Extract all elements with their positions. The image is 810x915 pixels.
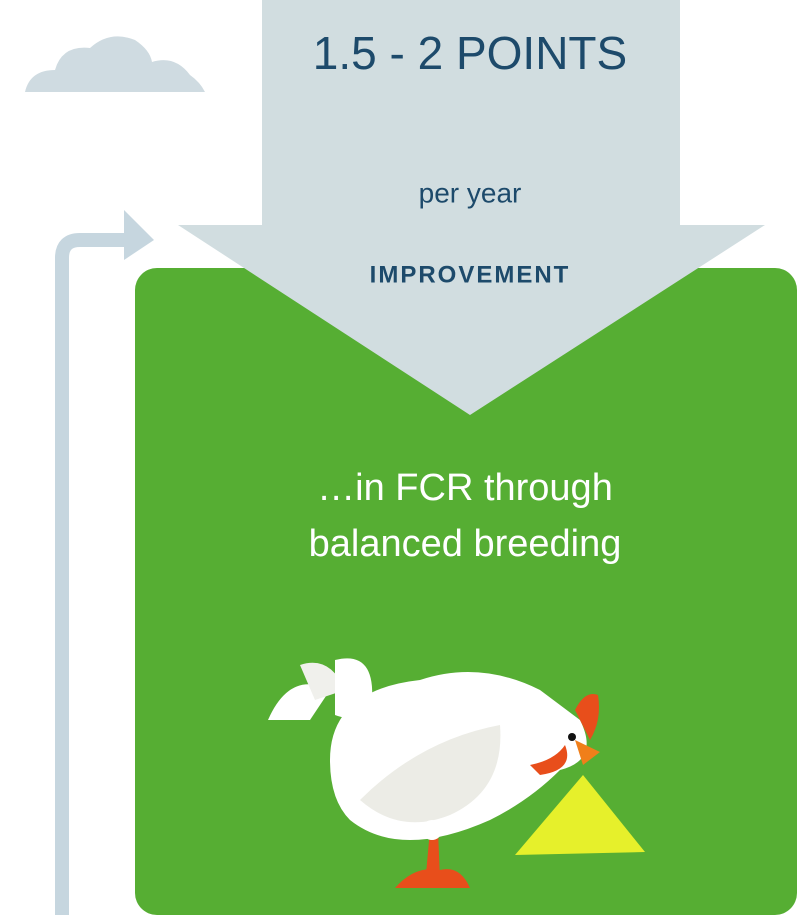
box-line: balanced breeding bbox=[309, 523, 622, 565]
box-line: …in FCR through bbox=[317, 467, 613, 509]
page: {"arrow": {"headline": "1.5 - 2 POINTS",… bbox=[0, 0, 810, 915]
feedback-arrow bbox=[62, 240, 128, 915]
cloud bbox=[25, 36, 205, 92]
headline: 1.5 - 2 POINTS bbox=[313, 27, 627, 79]
infographic: 1.5 - 2 POINTS per year IMPROVEMENT …in … bbox=[0, 0, 810, 915]
label: IMPROVEMENT bbox=[370, 261, 571, 288]
subline: per year bbox=[419, 177, 522, 208]
feedback-arrow-head bbox=[124, 210, 154, 260]
